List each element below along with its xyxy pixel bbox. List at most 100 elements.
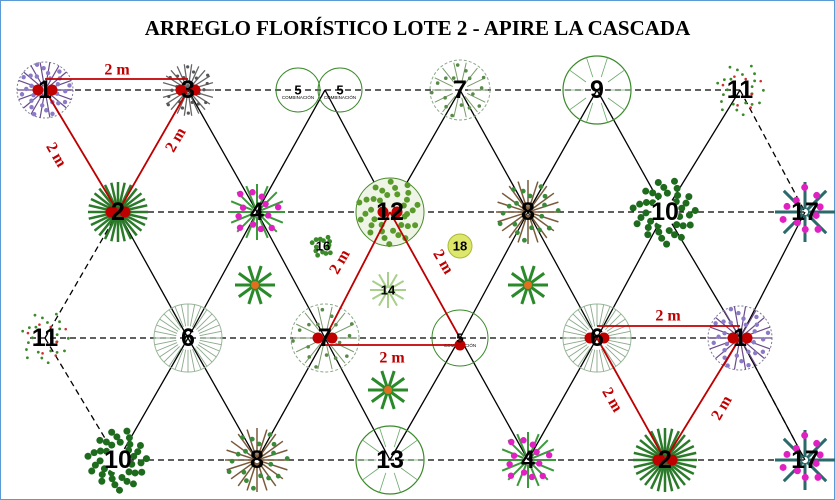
anchor-point — [326, 332, 338, 344]
plant-symbol-p6-a — [153, 303, 223, 373]
plant-label: 5 — [336, 83, 343, 98]
plant-symbol-p6-b — [562, 303, 632, 373]
plant-symbol-p5-b: COMBINACIÓN — [317, 67, 363, 113]
plant-label: 6 — [590, 324, 604, 352]
distance-label-top: 2 m — [104, 62, 130, 79]
diagram-title: ARREGLO FLORÍSTICO LOTE 2 - APIRE LA CAS… — [144, 16, 691, 40]
measure-line — [44, 89, 119, 213]
plant-symbol-p15-b — [508, 265, 548, 305]
edge-line — [739, 337, 806, 461]
anchor-point — [741, 332, 753, 344]
anchor-point — [175, 84, 187, 96]
anchor-point — [584, 332, 596, 344]
lattice-line — [459, 337, 529, 461]
distance-label-left: 2 m — [42, 140, 70, 171]
plant-symbol-p15-c — [368, 370, 408, 410]
plant-label: 6 — [181, 324, 195, 352]
anchor-point — [377, 206, 389, 218]
lattice-line — [389, 337, 461, 461]
plant-symbol-p7-b — [290, 303, 360, 373]
anchor-point — [652, 454, 664, 466]
plant-symbol-p7-a — [429, 59, 491, 121]
lattice-line — [527, 211, 598, 339]
plant-label: 2 — [111, 198, 125, 226]
plant-symbol-p4-b — [500, 432, 556, 488]
grid-lines — [30, 89, 806, 461]
lattice-line — [187, 89, 258, 213]
anchor-point — [666, 454, 678, 466]
plant-label: 13 — [376, 446, 404, 474]
combination-label: COMBINACIÓN — [324, 94, 356, 100]
measure-line — [664, 337, 741, 461]
lattice-line — [459, 89, 529, 213]
lattice-line — [527, 89, 598, 213]
plant-label: 11 — [727, 76, 754, 104]
plant-symbol-p13 — [355, 425, 425, 495]
measure-line — [596, 337, 666, 461]
lattice-line — [256, 211, 326, 339]
plant-label: 1 — [733, 324, 747, 352]
plant-symbol-p14 — [370, 272, 406, 308]
plant-symbol-p1-a — [16, 61, 74, 119]
plant-symbol-p10-b — [84, 427, 150, 494]
anchor-point — [727, 332, 739, 344]
plant-label: 16 — [316, 239, 330, 254]
plant-label: 1 — [38, 76, 52, 104]
plant-symbol-p11-a — [716, 64, 765, 117]
edge-line — [44, 337, 119, 461]
anchor-point — [189, 84, 201, 96]
plant-symbol-p8-b — [225, 428, 290, 492]
edge-line — [44, 211, 119, 339]
anchor-point — [391, 206, 403, 218]
plant-symbol-p5-a: COMBINACIÓN — [275, 67, 321, 113]
plant-label: 5 — [294, 83, 301, 98]
plant-label: 10 — [104, 446, 132, 474]
plant-symbol-p4-a — [229, 184, 285, 240]
plant-label: 11 — [32, 324, 59, 352]
distance-label-mid-bottom: 2 m — [379, 350, 405, 367]
plant-symbol-p17-a — [775, 182, 835, 242]
plant-label: 9 — [590, 76, 604, 104]
plant-label: 17 — [791, 446, 819, 474]
distance-label-br-left: 2 m — [598, 385, 626, 416]
measure-line — [117, 89, 189, 213]
lattice-line — [187, 211, 258, 339]
plant-symbol-p18 — [447, 233, 473, 259]
lattice-line — [527, 337, 598, 461]
plant-label: 17 — [791, 198, 819, 226]
anchor-point — [119, 206, 131, 218]
plant-label: 3 — [181, 76, 195, 104]
plant-label: 7 — [318, 324, 332, 352]
anchor-point — [105, 206, 117, 218]
plant-symbol-p17-b — [775, 430, 835, 490]
lattice-line — [596, 211, 666, 339]
anchor-point — [454, 339, 466, 351]
measure-line — [389, 211, 461, 339]
plant-symbol-p11-b — [21, 312, 70, 365]
anchor-point — [46, 84, 58, 96]
plant-label: 8 — [250, 446, 264, 474]
plant-symbol-p1-b — [707, 305, 773, 371]
lattice-line — [739, 211, 806, 339]
measure-line — [324, 211, 391, 339]
plant-label: 7 — [453, 76, 467, 104]
plant-label: 4 — [250, 198, 264, 226]
anchor-point — [312, 332, 324, 344]
plant-symbols: COMBINACIÓNCOMBINACIÓNCOMBINACIÓN — [16, 55, 835, 495]
plant-label: 14 — [381, 283, 396, 298]
anchor-point — [598, 332, 610, 344]
plant-label: 18 — [453, 239, 467, 254]
plant-label: 12 — [376, 198, 404, 226]
distance-label-br-right: 2 m — [708, 392, 736, 423]
distance-label-br-top: 2 m — [655, 308, 681, 325]
plant-symbol-p16 — [309, 234, 333, 258]
plant-symbol-p8-a — [496, 180, 561, 244]
edge-line — [739, 89, 806, 213]
combination-label: COMBINACIÓN — [282, 94, 314, 100]
plant-label: 10 — [651, 198, 679, 226]
plant-symbol-p15-a — [235, 265, 275, 305]
plant-symbol-p9 — [562, 55, 632, 125]
plant-symbol-p10-a — [629, 177, 699, 248]
